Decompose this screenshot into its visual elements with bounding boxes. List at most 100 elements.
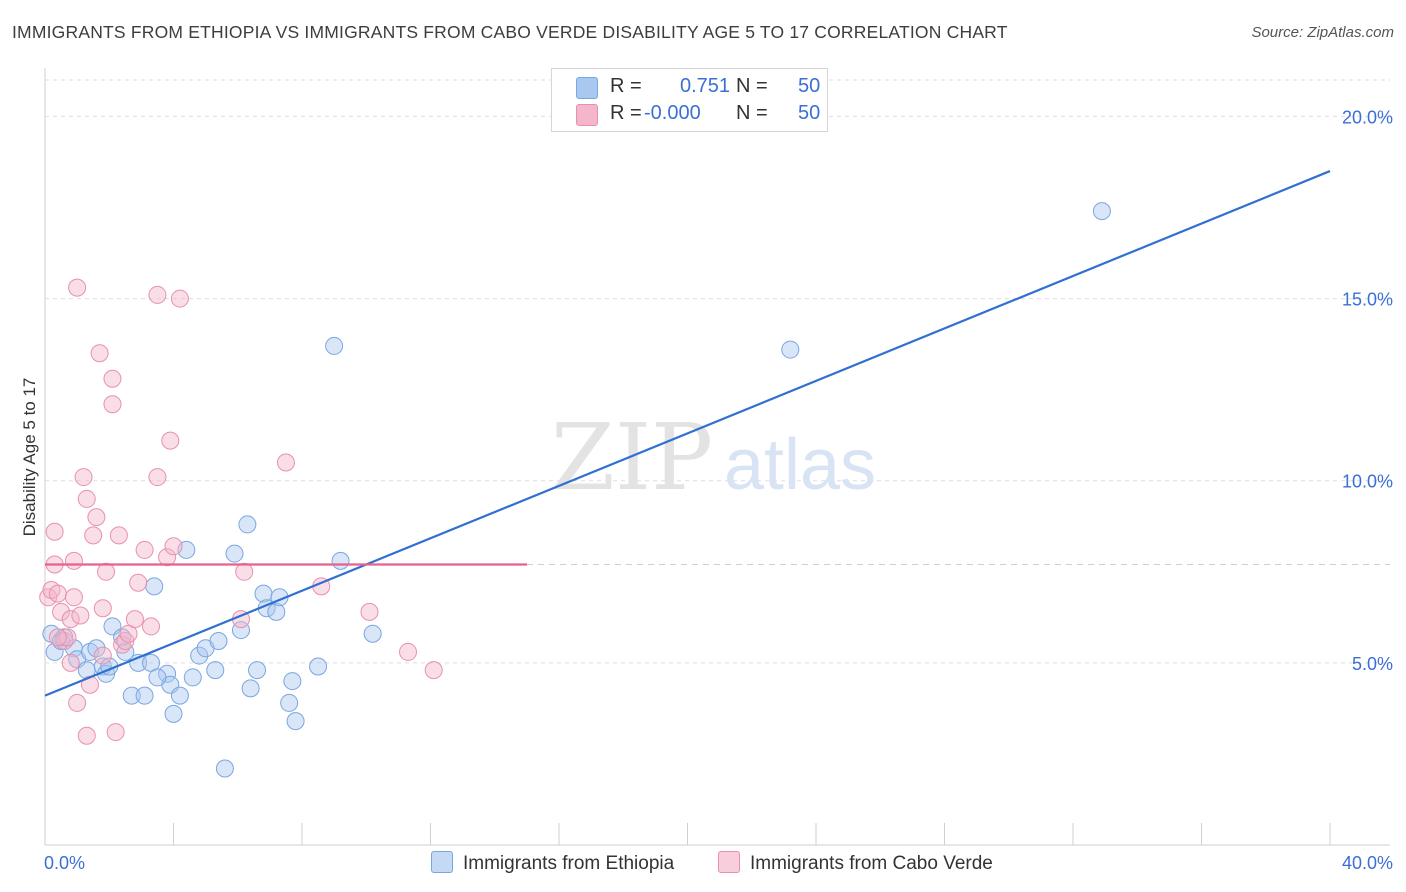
data-point-ethiopia — [183, 668, 202, 687]
data-point-caboverde — [61, 610, 80, 629]
data-point-caboverde — [64, 551, 83, 570]
data-point-ethiopia — [238, 515, 257, 534]
data-point-caboverde — [68, 278, 87, 297]
data-point-ethiopia — [215, 759, 234, 778]
data-point-caboverde — [87, 508, 106, 527]
data-point-caboverde — [45, 522, 64, 541]
x-tick-label: 40.0% — [1342, 853, 1393, 873]
data-point-caboverde — [68, 693, 87, 712]
data-point-caboverde — [125, 610, 144, 629]
data-point-caboverde — [103, 395, 122, 414]
y-tick-label: 5.0% — [1352, 654, 1393, 674]
legend-n-value: 50 — [798, 102, 821, 124]
legend-r-label: R = — [610, 75, 642, 97]
tick-labels: 5.0% 10.0% 15.0% 20.0% 0.0% 40.0% — [44, 107, 1393, 873]
data-point-caboverde — [61, 653, 80, 672]
axes — [44, 68, 1390, 846]
data-point-caboverde — [84, 526, 103, 545]
data-point-ethiopia — [1092, 202, 1111, 221]
data-point-caboverde — [129, 573, 148, 592]
y-tick-label: 15.0% — [1342, 290, 1393, 310]
data-point-caboverde — [360, 602, 379, 621]
data-point-caboverde — [77, 726, 96, 745]
data-point-caboverde — [74, 468, 93, 487]
trend-lines — [44, 170, 1390, 697]
data-point-caboverde — [93, 646, 112, 665]
data-point-ethiopia — [148, 668, 167, 687]
data-point-ethiopia — [164, 704, 183, 723]
data-point-caboverde — [52, 602, 71, 621]
data-point-ethiopia — [190, 646, 209, 665]
series-ethiopia-points — [42, 202, 1111, 778]
data-point-caboverde — [77, 489, 96, 508]
data-point-ethiopia — [206, 661, 225, 680]
bottom-legend-ethiopia: Immigrants from Ethiopia — [431, 851, 674, 875]
data-point-ethiopia — [309, 657, 328, 676]
legend-r-value: 0.751 — [680, 75, 731, 97]
correlation-legend: R = 0.751 N = 50 R = -0.000 N = 50 — [551, 68, 828, 132]
data-point-ethiopia — [241, 679, 260, 698]
data-point-caboverde — [106, 723, 125, 742]
data-point-ethiopia — [331, 551, 350, 570]
data-point-caboverde — [158, 548, 177, 567]
data-point-caboverde — [93, 599, 112, 618]
data-point-ethiopia — [158, 664, 177, 683]
legend-swatch-ethiopia — [576, 77, 598, 99]
data-point-ethiopia — [781, 340, 800, 359]
data-point-ethiopia — [145, 577, 164, 596]
bottom-legend-swatch-caboverde — [718, 851, 740, 873]
data-point-caboverde — [48, 584, 67, 603]
data-point-ethiopia — [325, 336, 344, 355]
y-tick-label: 20.0% — [1342, 107, 1393, 127]
y-axis-label: Disability Age 5 to 17 — [20, 377, 39, 537]
data-point-caboverde — [276, 453, 295, 472]
data-point-caboverde — [170, 289, 189, 308]
data-point-caboverde — [164, 537, 183, 556]
watermark: ZIP atlas — [551, 404, 876, 511]
data-point-caboverde — [148, 468, 167, 487]
data-point-caboverde — [58, 628, 77, 647]
data-point-caboverde — [424, 661, 443, 680]
data-point-ethiopia — [267, 602, 286, 621]
data-point-caboverde — [103, 369, 122, 388]
data-point-ethiopia — [170, 686, 189, 705]
data-point-caboverde — [109, 526, 128, 545]
legend-r-value: -0.000 — [644, 102, 701, 124]
data-point-ethiopia — [283, 672, 302, 691]
bottom-legend-label-ethiopia: Immigrants from Ethiopia — [463, 853, 675, 874]
data-point-caboverde — [64, 588, 83, 607]
bottom-legend-swatch-ethiopia — [431, 851, 453, 873]
data-point-ethiopia — [135, 686, 154, 705]
bottom-legend-caboverde: Immigrants from Cabo Verde — [718, 851, 993, 875]
data-point-caboverde — [142, 617, 161, 636]
legend-n-label: N = — [736, 75, 768, 97]
y-tick-label: 10.0% — [1342, 472, 1393, 492]
legend-n-label: N = — [736, 102, 768, 124]
bottom-legend-label-caboverde: Immigrants from Cabo Verde — [750, 853, 993, 874]
data-point-ethiopia — [231, 621, 250, 640]
data-point-caboverde — [71, 606, 90, 625]
data-point-caboverde — [90, 344, 109, 363]
data-point-ethiopia — [209, 632, 228, 650]
watermark-atlas: atlas — [724, 425, 876, 505]
chart-title: IMMIGRANTS FROM ETHIOPIA VS IMMIGRANTS F… — [12, 22, 1008, 42]
source-label: Source: ZipAtlas.com — [1251, 24, 1394, 41]
x-tick-label: 0.0% — [44, 853, 85, 873]
data-point-caboverde — [97, 562, 116, 581]
data-point-caboverde — [113, 635, 132, 654]
legend-r-label: R = — [610, 102, 642, 124]
data-point-ethiopia — [254, 584, 273, 603]
data-point-ethiopia — [286, 712, 305, 731]
data-point-caboverde — [48, 628, 67, 647]
data-point-caboverde — [161, 431, 180, 450]
data-point-ethiopia — [363, 624, 382, 643]
data-point-ethiopia — [280, 693, 299, 712]
legend-swatch-caboverde — [576, 104, 598, 126]
data-point-caboverde — [235, 562, 254, 581]
data-point-ethiopia — [87, 639, 106, 658]
data-point-caboverde — [148, 285, 167, 304]
data-point-caboverde — [399, 642, 418, 661]
trend-line-ethiopia — [44, 170, 1331, 697]
legend-n-value: 50 — [798, 75, 821, 97]
